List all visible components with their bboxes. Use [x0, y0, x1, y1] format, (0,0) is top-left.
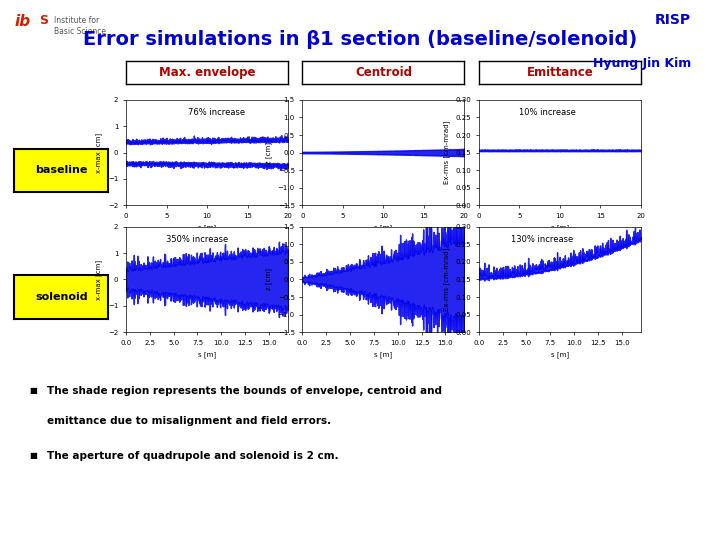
Text: S: S: [40, 14, 49, 26]
Text: 350% increase: 350% increase: [166, 235, 229, 244]
X-axis label: s [m]: s [m]: [374, 352, 392, 358]
Text: Hyung Jin Kim: Hyung Jin Kim: [593, 57, 691, 70]
X-axis label: s [m]: s [m]: [198, 225, 216, 231]
Text: solenoid: solenoid: [35, 292, 88, 302]
X-axis label: s [m]: s [m]: [551, 225, 569, 231]
Text: ■: ■: [29, 451, 37, 460]
Text: ib: ib: [14, 14, 30, 29]
Text: RISP: RISP: [655, 14, 691, 28]
Y-axis label: Ex-rms [cm-mrad]: Ex-rms [cm-mrad]: [443, 121, 450, 184]
Text: emittance due to misalignment and field errors.: emittance due to misalignment and field …: [47, 416, 331, 426]
X-axis label: s [m]: s [m]: [374, 225, 392, 231]
Y-axis label: z [cm]: z [cm]: [266, 141, 272, 164]
Y-axis label: z [cm]: z [cm]: [266, 268, 272, 291]
X-axis label: s [m]: s [m]: [551, 352, 569, 358]
Y-axis label: Ex-rms [cm-mrad]: Ex-rms [cm-mrad]: [443, 248, 450, 311]
Y-axis label: x-max [cm]: x-max [cm]: [96, 259, 102, 300]
Text: ■: ■: [29, 386, 37, 395]
Text: Error simulations in β1 section (baseline/solenoid): Error simulations in β1 section (baselin…: [83, 30, 637, 49]
Text: The shade region represents the bounds of envelope, centroid and: The shade region represents the bounds o…: [47, 386, 442, 396]
Text: 130% increase: 130% increase: [511, 235, 573, 244]
Text: Emittance: Emittance: [526, 66, 593, 79]
Text: 10% increase: 10% increase: [519, 109, 576, 117]
Text: 76% increase: 76% increase: [187, 109, 245, 117]
Text: Centroid: Centroid: [355, 66, 412, 79]
Text: baseline: baseline: [35, 165, 87, 175]
Text: Institute for
Basic Science: Institute for Basic Science: [54, 16, 106, 36]
X-axis label: s [m]: s [m]: [198, 352, 216, 358]
Y-axis label: x-max [cm]: x-max [cm]: [96, 132, 102, 173]
Text: Max. envelope: Max. envelope: [158, 66, 256, 79]
Text: The aperture of quadrupole and solenoid is 2 cm.: The aperture of quadrupole and solenoid …: [47, 451, 338, 461]
